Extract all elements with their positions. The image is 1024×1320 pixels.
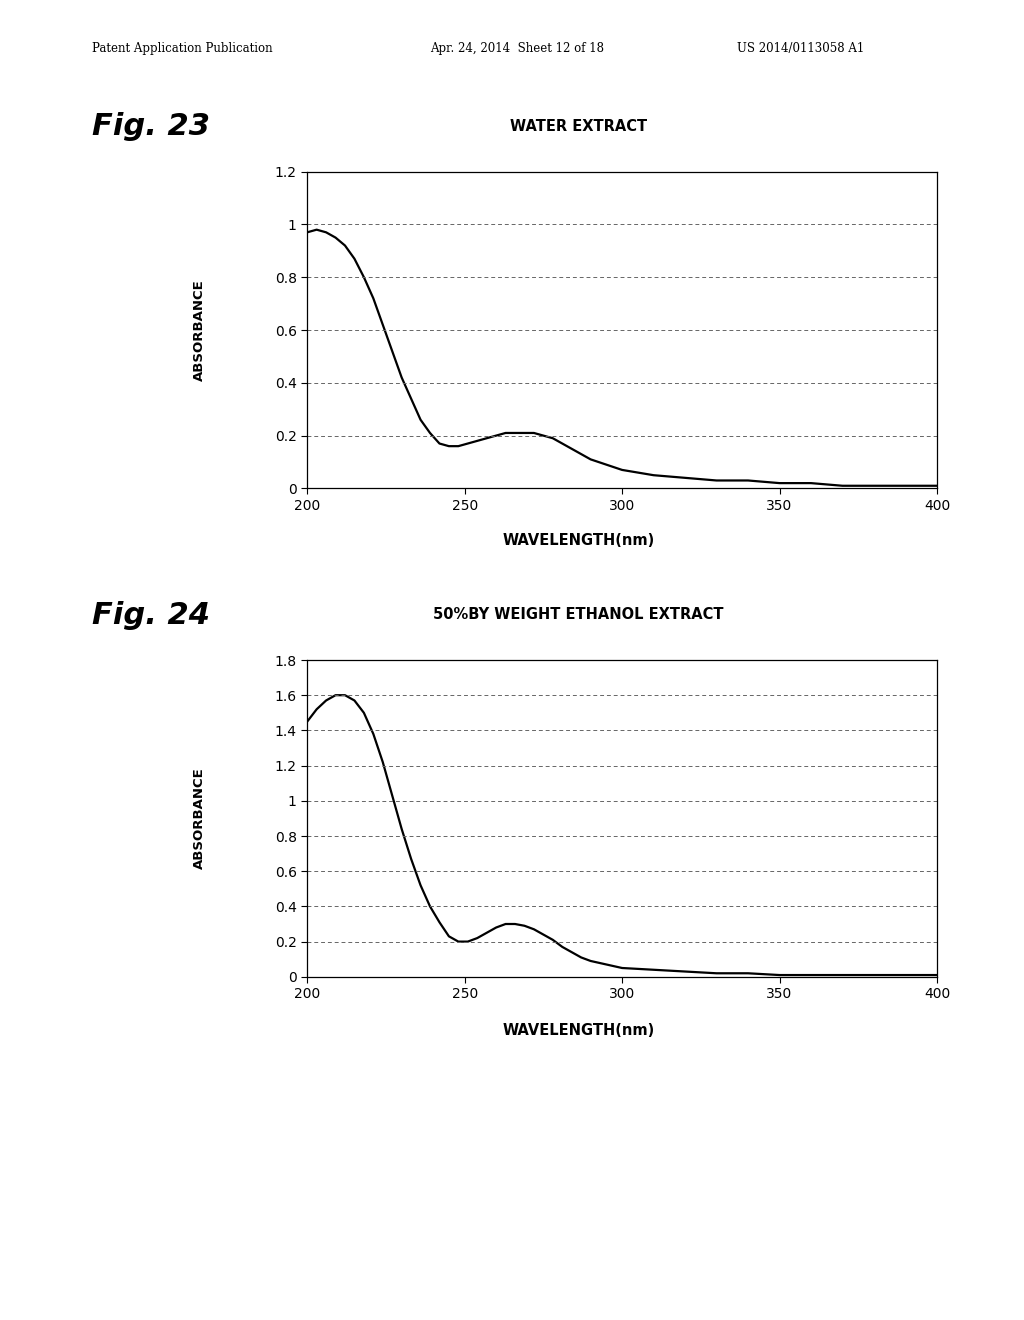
- Text: US 2014/0113058 A1: US 2014/0113058 A1: [737, 42, 864, 55]
- Text: Patent Application Publication: Patent Application Publication: [92, 42, 272, 55]
- Text: Fig. 23: Fig. 23: [92, 112, 210, 141]
- Text: Fig. 24: Fig. 24: [92, 601, 210, 630]
- Text: ABSORBANCE: ABSORBANCE: [194, 767, 206, 870]
- Text: Apr. 24, 2014  Sheet 12 of 18: Apr. 24, 2014 Sheet 12 of 18: [430, 42, 604, 55]
- Text: ABSORBANCE: ABSORBANCE: [194, 279, 206, 381]
- Text: WAVELENGTH(nm): WAVELENGTH(nm): [503, 533, 654, 548]
- Text: WAVELENGTH(nm): WAVELENGTH(nm): [503, 1023, 654, 1038]
- Text: 50%BY WEIGHT ETHANOL EXTRACT: 50%BY WEIGHT ETHANOL EXTRACT: [433, 607, 724, 622]
- Text: WATER EXTRACT: WATER EXTRACT: [510, 119, 647, 133]
